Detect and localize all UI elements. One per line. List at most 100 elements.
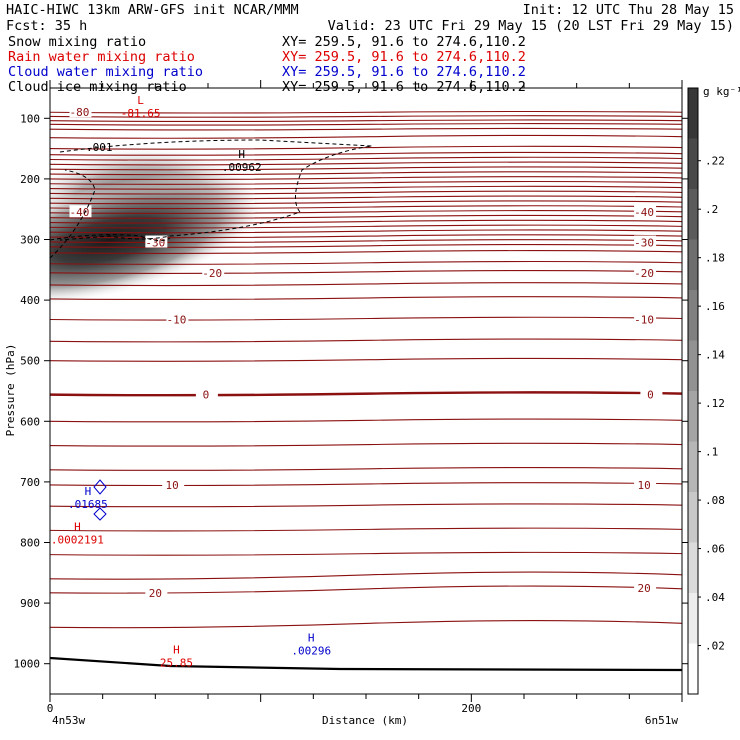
isotherm-line <box>50 161 682 166</box>
extremum-letter-5: H <box>308 632 315 645</box>
contour-label: -40 <box>70 206 90 219</box>
isotherm-line <box>50 224 682 229</box>
isotherm-line <box>50 585 682 594</box>
isotherm-line <box>50 190 682 195</box>
colorbar-tick-label: .18 <box>705 252 725 265</box>
extremum-value-0: -81.65 <box>121 107 161 120</box>
colorbar-tick-label: .1 <box>705 446 718 459</box>
contour-label: -10 <box>166 313 186 326</box>
y-axis-label: Pressure (hPa) <box>4 344 17 437</box>
contour-label: -10 <box>634 313 654 326</box>
y-tick-label: 700 <box>20 476 40 489</box>
isotherm-line <box>50 156 682 161</box>
extremum-letter-0: L <box>137 94 144 107</box>
extremum-value-3: .0002191 <box>51 534 104 547</box>
isotherm-line <box>50 127 682 131</box>
contour-label-bg <box>634 477 657 490</box>
field-xy-3: XY= 259.5, 91.6 to 274.6,110.2 <box>282 79 526 95</box>
field-xy-0: XY= 259.5, 91.6 to 274.6,110.2 <box>282 34 526 50</box>
colorbar-swatch <box>688 593 698 644</box>
colorbar-tick-label: .22 <box>705 155 725 168</box>
x-right-endpoint: 6n51w <box>645 714 678 727</box>
colorbar-swatch <box>688 340 698 391</box>
isotherm-line <box>50 134 682 139</box>
extremum-letter-1: H <box>238 148 245 161</box>
x-tick-label: 200 <box>461 702 481 715</box>
colorbar-tick-label: .14 <box>705 349 725 362</box>
isotherm-line <box>50 110 682 114</box>
colorbar-tick-label: .12 <box>705 397 725 410</box>
contour-label: -20 <box>634 267 654 280</box>
isotherm-line <box>50 185 682 190</box>
isotherm-line <box>50 210 682 214</box>
colorbar-tick-label: .16 <box>705 300 725 313</box>
x-tick-label: 0 <box>47 702 54 715</box>
contour-label-bg <box>634 312 657 325</box>
isotherm-line <box>50 620 682 629</box>
isotherm-line <box>50 250 682 254</box>
y-tick-label: 500 <box>20 355 40 368</box>
contour-label-bg <box>195 387 218 400</box>
isotherm-line <box>50 296 682 300</box>
extremum-value-1: .00962 <box>222 161 262 174</box>
cloud-water-contour <box>93 479 107 521</box>
contour-label-bg <box>634 265 657 278</box>
x-axis-label: Distance (km) <box>322 714 408 727</box>
y-tick-label: 900 <box>20 597 40 610</box>
isotherm-line <box>50 270 682 274</box>
colorbar-swatch <box>688 441 698 492</box>
colorbar-swatch <box>688 542 698 593</box>
extremum-value-5: .00296 <box>291 645 331 658</box>
colorbar-swatch <box>688 88 698 139</box>
y-tick-label: 800 <box>20 537 40 550</box>
colorbar-unit: g kg⁻¹ <box>703 85 740 98</box>
contour-label-bg <box>202 265 225 278</box>
contour-label-bg <box>69 105 92 118</box>
terrain-surface <box>50 656 682 672</box>
isotherm-line <box>50 171 682 176</box>
field-xy-1: XY= 259.5, 91.6 to 274.6,110.2 <box>282 49 526 65</box>
ice-contour-label: .001 <box>86 141 113 154</box>
y-tick-label: 100 <box>20 112 40 125</box>
isotherm-line <box>50 527 682 532</box>
contour-label: -40 <box>634 206 654 219</box>
colorbar-swatch <box>688 290 698 341</box>
contour-label-bg <box>166 312 189 325</box>
isotherm-line <box>50 418 682 423</box>
isotherm-line <box>50 391 682 397</box>
contour-label: 10 <box>637 479 650 492</box>
x-left-endpoint: 4n53w <box>52 714 85 727</box>
header-line2-left: Fcst: 35 h <box>6 18 87 34</box>
field-name-1: Rain water mixing ratio <box>8 49 195 65</box>
isotherm-line <box>50 115 682 118</box>
contour-label-bg <box>640 387 663 400</box>
snow-shading-core <box>50 174 266 306</box>
colorbar-tick-label: .08 <box>705 494 725 507</box>
isotherm-line <box>50 166 682 171</box>
colorbar-swatch <box>688 138 698 189</box>
field-name-2: Cloud water mixing ratio <box>8 64 203 80</box>
header-line1-left: HAIC-HIWC 13km ARW-GFS init NCAR/MMM <box>6 2 299 18</box>
colorbar-tick-label: .2 <box>705 203 718 216</box>
header: HAIC-HIWC 13km ARW-GFS init NCAR/MMM Ini… <box>6 2 734 95</box>
y-tick-label: 300 <box>20 234 40 247</box>
contour-label-bg <box>69 205 92 218</box>
contour-label: 0 <box>203 389 210 402</box>
isotherm-line <box>50 219 682 224</box>
isotherm-line <box>50 229 682 234</box>
contour-label: 10 <box>166 479 179 492</box>
extremum-value-4: 25.85 <box>160 657 193 670</box>
colorbar-swatch <box>688 492 698 543</box>
isotherm-line <box>50 282 682 287</box>
colorbar-swatch <box>688 189 698 240</box>
colorbar-swatch <box>688 391 698 442</box>
colorbar-frame <box>687 87 699 695</box>
isotherm-line <box>50 260 682 265</box>
isotherm-line <box>50 357 682 362</box>
colorbar-tick-label: .04 <box>705 591 725 604</box>
isotherm-line <box>50 176 682 181</box>
header-line2-right: Valid: 23 UTC Fri 29 May 15 (20 LST Fri … <box>328 18 734 34</box>
cloud-ice-contour <box>50 139 373 259</box>
